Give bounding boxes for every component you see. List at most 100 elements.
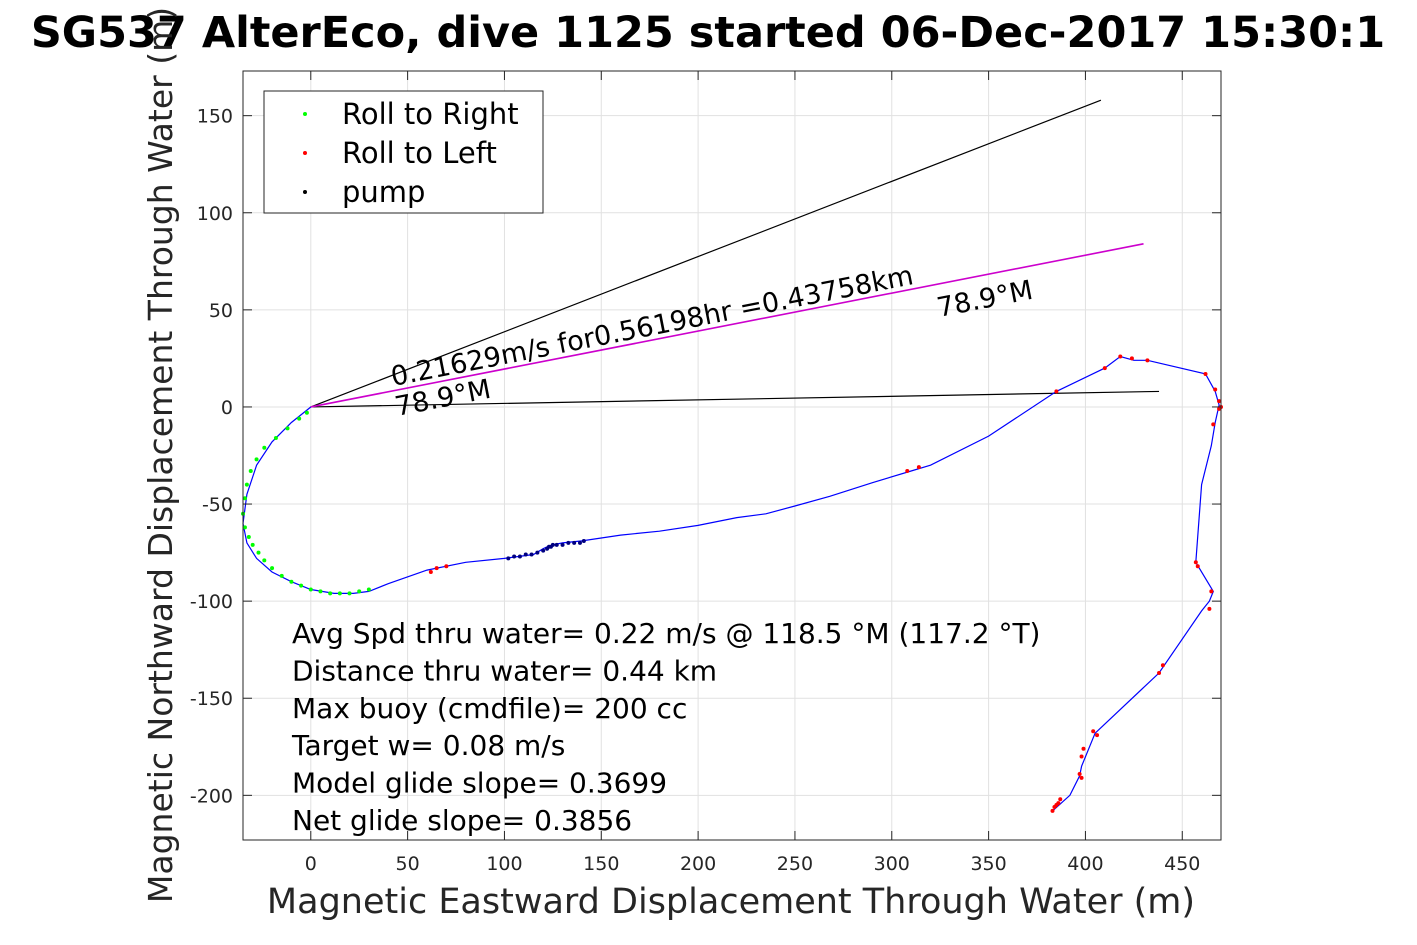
roll-left-point bbox=[434, 566, 439, 571]
pump-point bbox=[517, 554, 522, 559]
roll-right-point bbox=[244, 482, 249, 487]
speed-distance-label: 0.21629m/s for0.56198hr =0.43758km bbox=[388, 260, 916, 393]
legend-marker bbox=[303, 112, 307, 116]
roll-right-point bbox=[262, 445, 267, 450]
plot-points bbox=[241, 354, 1223, 813]
roll-right-point bbox=[289, 579, 294, 584]
legend-marker bbox=[303, 151, 307, 155]
pump-point bbox=[550, 542, 555, 547]
x-tick-label: 400 bbox=[1067, 853, 1103, 875]
pump-point bbox=[512, 554, 517, 559]
roll-left-point bbox=[1157, 670, 1162, 675]
roll-right-point bbox=[299, 583, 304, 588]
stats-line: Max buoy (cmdfile)= 200 cc bbox=[292, 692, 687, 725]
stats-line: Target w= 0.08 m/s bbox=[291, 729, 565, 762]
roll-right-point bbox=[270, 566, 275, 571]
roll-left-point bbox=[1217, 406, 1222, 411]
pump-point bbox=[577, 540, 582, 545]
roll-left-point bbox=[1213, 387, 1218, 392]
pump-point bbox=[566, 540, 571, 545]
stats-line: Avg Spd thru water= 0.22 m/s @ 118.5 °M … bbox=[292, 617, 1040, 650]
roll-left-point bbox=[444, 564, 449, 569]
x-tick-label: 0 bbox=[305, 853, 317, 875]
roll-left-point bbox=[1193, 560, 1198, 565]
roll-right-point bbox=[250, 542, 255, 547]
axes-box bbox=[242, 70, 1222, 841]
roll-left-point bbox=[1209, 589, 1214, 594]
stats-line: Model glide slope= 0.3699 bbox=[292, 767, 667, 800]
y-tick-label: -200 bbox=[190, 785, 233, 807]
y-tick-label: 0 bbox=[221, 397, 233, 419]
y-tick-label: 50 bbox=[209, 300, 233, 322]
x-tick-label: 450 bbox=[1164, 853, 1200, 875]
x-axis-label: Magnetic Eastward Displacement Through W… bbox=[267, 882, 1195, 922]
pump-point bbox=[560, 542, 565, 547]
pump-point bbox=[535, 550, 540, 555]
y-tick-label: -150 bbox=[190, 688, 233, 710]
roll-left-point bbox=[1058, 797, 1063, 802]
stats-line: Distance thru water= 0.44 km bbox=[292, 654, 717, 687]
y-tick-label: -100 bbox=[190, 591, 233, 613]
plot-lines bbox=[242, 99, 1220, 812]
grid bbox=[243, 71, 1221, 840]
roll-left-point bbox=[1217, 399, 1222, 404]
x-tick-label: 50 bbox=[396, 853, 420, 875]
roll-left-point bbox=[1056, 801, 1061, 806]
roll-right-point bbox=[366, 587, 371, 592]
roll-right-point bbox=[242, 525, 247, 530]
roll-right-point bbox=[273, 436, 278, 441]
roll-left-point bbox=[1079, 775, 1084, 780]
y-tick-label: 100 bbox=[197, 203, 233, 225]
roll-left-point bbox=[1160, 663, 1165, 668]
x-tick-label: 250 bbox=[777, 853, 813, 875]
pump-point bbox=[572, 540, 577, 545]
heading-line-lower bbox=[310, 390, 1160, 408]
roll-left-point bbox=[1211, 422, 1216, 427]
roll-right-point bbox=[246, 535, 251, 540]
roll-left-point bbox=[1091, 729, 1096, 734]
y-tick-label: 150 bbox=[197, 106, 233, 128]
roll-left-point bbox=[1050, 808, 1055, 813]
roll-left-point bbox=[428, 570, 433, 575]
roll-left-point bbox=[1095, 733, 1100, 738]
roll-right-point bbox=[337, 591, 342, 596]
roll-right-point bbox=[279, 573, 284, 578]
legend-label: Roll to Right bbox=[342, 97, 519, 131]
roll-left-point bbox=[1207, 606, 1212, 611]
stats-line: Net glide slope= 0.3856 bbox=[292, 804, 632, 837]
roll-left-point bbox=[905, 469, 910, 474]
stats-block: Avg Spd thru water= 0.22 m/s @ 118.5 °M … bbox=[291, 617, 1040, 837]
legend-box bbox=[263, 90, 544, 214]
roll-left-point bbox=[1081, 746, 1086, 751]
roll-left-point bbox=[1079, 754, 1084, 759]
roll-left-point bbox=[1118, 354, 1123, 359]
legend: Roll to Right Roll to Left pump bbox=[263, 90, 544, 214]
dive-track-line bbox=[242, 355, 1220, 812]
roll-right-point bbox=[357, 589, 362, 594]
heading-line-upper bbox=[310, 99, 1102, 408]
roll-left-point bbox=[1145, 358, 1150, 363]
pump-point bbox=[523, 552, 528, 557]
roll-right-point bbox=[304, 410, 309, 415]
legend-label: pump bbox=[342, 175, 425, 209]
roll-right-point bbox=[328, 591, 333, 596]
tick-labels: 0 50 100 150 200 250 300 350 400 450 -200 -150 -100 -… bbox=[190, 71, 1221, 875]
x-tick-label: 350 bbox=[970, 853, 1006, 875]
roll-left-point bbox=[1077, 771, 1082, 776]
roll-right-point bbox=[256, 550, 261, 555]
roll-right-point bbox=[242, 496, 247, 501]
pump-point bbox=[554, 542, 559, 547]
pump-point bbox=[506, 556, 511, 561]
pump-point bbox=[529, 552, 534, 557]
y-axis-label: Magnetic Northward Displacement Through … bbox=[141, 7, 180, 903]
roll-right-point bbox=[308, 587, 313, 592]
roll-right-point bbox=[254, 457, 259, 462]
legend-label: Roll to Left bbox=[342, 136, 497, 170]
roll-right-point bbox=[262, 558, 267, 563]
roll-left-point bbox=[1129, 356, 1134, 361]
roll-right-point bbox=[248, 469, 253, 474]
pump-point bbox=[581, 538, 586, 543]
heading-line-average bbox=[310, 243, 1144, 408]
roll-right-point bbox=[297, 416, 302, 421]
